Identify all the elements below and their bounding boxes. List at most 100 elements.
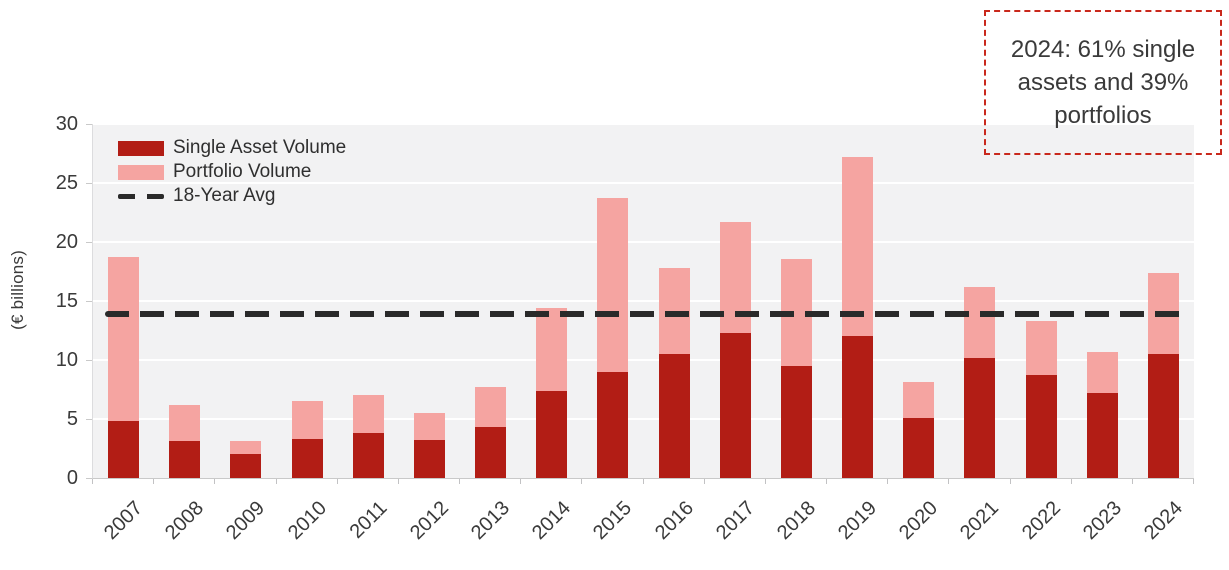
bar-single-2011 [352, 433, 384, 478]
legend-label-portfolio: Portfolio Volume [173, 161, 312, 182]
x-tick-mark-13 [887, 479, 889, 484]
legend-label-avg: 18-Year Avg [173, 185, 276, 206]
x-tick-label-2015: 2015 [589, 497, 637, 545]
y-tick-label-25: 25 [55, 172, 78, 194]
bar-single-2023 [1086, 393, 1118, 478]
y-tick-mark-30 [86, 123, 92, 125]
bar-single-2015 [597, 371, 629, 478]
avg-dashed-line [105, 310, 1184, 317]
bar-portfolio-2009 [230, 441, 262, 455]
x-tick-label-2018: 2018 [772, 497, 820, 545]
x-tick-label-2009: 2009 [222, 497, 270, 545]
y-tick-label-0: 0 [66, 467, 78, 489]
legend-item-portfolio: Portfolio Volume [118, 161, 346, 182]
legend-item-avg: 18-Year Avg [118, 185, 346, 206]
x-tick-label-2020: 2020 [895, 497, 943, 545]
x-tick-mark-14 [948, 479, 950, 484]
x-tick-label-2010: 2010 [283, 497, 331, 545]
x-tick-mark-9 [642, 479, 644, 484]
bar-single-2016 [658, 354, 690, 478]
x-tick-label-2011: 2011 [345, 497, 392, 543]
x-tick-mark-10 [703, 479, 705, 484]
bar-portfolio-2015 [597, 198, 629, 372]
gridline-15 [93, 300, 1194, 302]
y-tick-mark-0 [86, 477, 92, 479]
x-tick-label-2007: 2007 [100, 497, 148, 545]
bar-portfolio-2007 [108, 257, 140, 422]
x-tick-mark-2 [214, 479, 216, 484]
annotation-text: 2024: 61% single assets and 39% portfoli… [1010, 35, 1196, 130]
gridline-20 [93, 241, 1194, 243]
bar-portfolio-2023 [1086, 351, 1118, 394]
y-tick-mark-20 [86, 241, 92, 243]
x-tick-mark-3 [275, 479, 277, 484]
x-tick-mark-8 [581, 479, 583, 484]
y-tick-mark-25 [86, 182, 92, 184]
bar-single-2008 [169, 441, 201, 478]
bar-single-2009 [230, 454, 262, 478]
bar-single-2010 [291, 439, 323, 478]
y-tick-label-10: 10 [55, 349, 78, 371]
y-tick-label-15: 15 [55, 290, 78, 312]
bar-single-2021 [964, 357, 996, 478]
bar-single-2022 [1025, 375, 1057, 478]
bar-portfolio-2022 [1025, 321, 1057, 376]
x-tick-mark-5 [397, 479, 399, 484]
gridline-10 [93, 359, 1194, 361]
x-tick-label-2022: 2022 [1017, 497, 1065, 545]
annotation-box: 2024: 61% single assets and 39% portfoli… [984, 10, 1222, 155]
x-tick-label-2014: 2014 [528, 497, 576, 545]
x-tick-mark-1 [153, 479, 155, 484]
plot-area [92, 123, 1194, 479]
x-tick-mark-6 [459, 479, 460, 484]
legend-label-single-asset: Single Asset Volume [173, 137, 347, 158]
x-tick-mark-15 [1009, 479, 1011, 484]
bar-single-2012 [413, 440, 445, 478]
avg-dash-swatch [118, 193, 164, 199]
y-tick-label-5: 5 [66, 408, 78, 430]
y-tick-mark-5 [86, 418, 92, 420]
x-tick-mark-4 [336, 479, 338, 484]
x-tick-mark-11 [764, 479, 766, 484]
x-tick-label-2016: 2016 [650, 497, 698, 545]
x-tick-label-2019: 2019 [834, 497, 882, 545]
bar-single-2013 [475, 427, 507, 478]
y-tick-label-20: 20 [55, 231, 78, 253]
gridline-5 [93, 418, 1194, 420]
y-tick-mark-10 [86, 359, 92, 361]
bar-portfolio-2011 [352, 395, 384, 434]
bar-single-2018 [780, 365, 812, 478]
bar-portfolio-2012 [413, 413, 445, 441]
bar-portfolio-2008 [169, 404, 201, 442]
single-asset-color-swatch [118, 140, 164, 156]
bar-single-2024 [1147, 354, 1179, 478]
bar-single-2014 [536, 390, 568, 478]
y-axis-title: (€ billions) [8, 250, 27, 330]
x-tick-label-2017: 2017 [711, 497, 759, 545]
x-tick-label-2008: 2008 [161, 497, 209, 545]
portfolio-color-swatch [118, 164, 164, 180]
x-tick-label-2023: 2023 [1078, 497, 1126, 545]
x-tick-label-2013: 2013 [467, 497, 515, 545]
bar-portfolio-2010 [291, 401, 323, 440]
legend: Single Asset Volume Portfolio Volume 18-… [118, 137, 347, 212]
bar-portfolio-2020 [903, 382, 935, 418]
bar-portfolio-2019 [842, 157, 874, 337]
x-tick-mark-17 [1131, 479, 1133, 484]
x-tick-label-2021: 2021 [956, 497, 1004, 545]
y-tick-label-30: 30 [55, 113, 78, 135]
x-tick-mark-18 [1193, 479, 1194, 484]
x-tick-mark-12 [826, 479, 827, 484]
x-tick-label-2024: 2024 [1139, 497, 1187, 545]
y-tick-mark-15 [86, 300, 92, 302]
bar-portfolio-2021 [964, 286, 996, 358]
gridline-25 [93, 182, 1194, 184]
x-tick-mark-16 [1070, 479, 1072, 484]
x-tick-mark-7 [520, 479, 522, 484]
gridline-30 [93, 123, 1194, 125]
bar-single-2017 [719, 332, 751, 478]
x-tick-mark-0 [92, 479, 93, 484]
bar-portfolio-2014 [536, 308, 568, 391]
bar-portfolio-2013 [475, 387, 507, 428]
